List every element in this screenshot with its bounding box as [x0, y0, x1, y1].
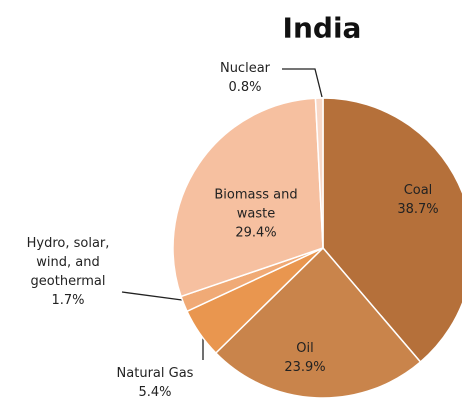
value-label: 38.7%: [397, 202, 439, 217]
leader-line: [121, 291, 183, 301]
slice-label: Biomass and waste 29.4%: [196, 186, 316, 243]
pie-slice: [322, 97, 462, 364]
category-label: Hydro, solar, wind, and geothermal: [26, 236, 110, 289]
pie-slice: [214, 246, 422, 399]
value-label: 5.4%: [138, 385, 172, 400]
slice-label: Natural Gas 5.4%: [95, 364, 215, 402]
category-label: Natural Gas: [116, 366, 194, 381]
value-label: 29.4%: [235, 225, 277, 241]
category-label: Nuclear: [219, 61, 271, 76]
slice-label: Nuclear 0.8%: [190, 59, 300, 97]
value-label: 1.7%: [51, 293, 85, 308]
category-label: Biomass and waste: [214, 187, 298, 222]
value-label: 23.9%: [284, 360, 326, 375]
value-label: 0.8%: [228, 80, 262, 95]
slice-label: Oil 23.9%: [260, 339, 350, 377]
leader-line: [282, 68, 323, 98]
category-label: Oil: [296, 341, 314, 356]
chart-title: India: [282, 11, 362, 45]
slice-label: Hydro, solar, wind, and geothermal 1.7%: [8, 234, 128, 310]
pie-slice: [172, 97, 324, 298]
category-label: Coal: [403, 183, 433, 198]
slice-label: Coal 38.7%: [373, 181, 462, 219]
pie-slice: [314, 97, 324, 249]
